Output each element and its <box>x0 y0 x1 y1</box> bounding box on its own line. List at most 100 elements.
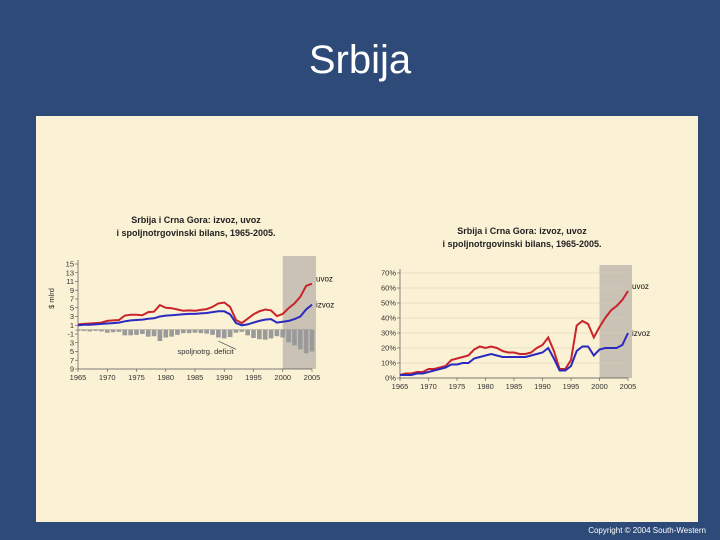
left-y-tick-label: 9 <box>70 365 74 374</box>
right-series-line-izvoz <box>400 332 629 376</box>
left-deficit-bar <box>210 329 215 335</box>
left-deficit-bar <box>104 329 110 333</box>
right-y-tick-label: 40% <box>381 314 396 323</box>
left-deficit-bar <box>175 329 180 335</box>
left-series-line-izvoz <box>77 303 313 327</box>
right-y-tick-label: 20% <box>381 344 396 353</box>
left-y-tick-label: 5 <box>70 303 74 312</box>
left-y-tick-label: 9 <box>70 286 74 295</box>
left-y-axis-label: $ mlrd <box>47 288 56 309</box>
left-deficit-bar <box>122 329 128 336</box>
left-annotation-leader <box>218 340 237 350</box>
left-series-line-uvoz <box>77 282 313 326</box>
right-x-tick-label: 2000 <box>591 382 608 391</box>
right-x-tick-label: 1965 <box>392 382 409 391</box>
right-y-tick-label: 70% <box>381 269 396 278</box>
left-deficit-bar <box>303 329 309 354</box>
right-x-tick-label: 1985 <box>506 382 523 391</box>
right-y-tick-label: 50% <box>381 299 396 308</box>
left-deficit-bar <box>297 329 303 350</box>
left-deficit-bar <box>163 329 169 338</box>
left-deficit-bar <box>116 329 122 332</box>
left-y-tick-label: 13 <box>66 268 74 277</box>
left-deficit-bar <box>262 329 268 340</box>
right-y-tick-label: 30% <box>381 329 396 338</box>
left-y-tick-label: -1 <box>67 330 74 339</box>
right-x-tick-label: 1975 <box>449 382 466 391</box>
left-deficit-bar <box>87 329 93 332</box>
right-y-tick-label: 60% <box>381 284 396 293</box>
left-deficit-bar <box>292 329 297 346</box>
left-deficit-bar <box>192 329 198 333</box>
slide-title: Srbija <box>308 38 412 82</box>
left-deficit-bar <box>151 329 157 337</box>
left-chart-trade-values: Srbija i Crna Gora: izvoz, uvoz i spoljno… <box>47 215 334 382</box>
left-deficit-bar <box>180 329 186 334</box>
left-x-tick-label: 1985 <box>187 373 204 382</box>
left-deficit-bar <box>233 329 239 333</box>
left-deficit-bar <box>140 329 145 334</box>
left-deficit-bar <box>286 329 291 343</box>
left-x-tick-label: 2000 <box>274 373 291 382</box>
chart-panel: Srbija i Crna Gora: izvoz, uvoz i spoljno… <box>36 116 698 522</box>
left-deficit-bar <box>274 329 280 337</box>
left-chart-title-line: i spoljnotrgovinski bilans, 1965-2005. <box>116 228 275 238</box>
right-series-label-uvoz: uvoz <box>632 282 649 291</box>
left-deficit-bar <box>257 329 262 340</box>
right-x-tick-label: 1980 <box>477 382 494 391</box>
left-y-tick-label: 1 <box>70 321 74 330</box>
left-deficit-bar <box>198 329 204 334</box>
left-deficit-bar <box>134 329 139 335</box>
left-y-tick-label: 3 <box>70 338 74 347</box>
left-deficit-bar <box>239 329 245 332</box>
left-deficit-bar <box>157 329 163 341</box>
right-chart-title-line: Srbija i Crna Gora: izvoz, uvoz <box>457 226 587 236</box>
right-x-tick-label: 1970 <box>420 382 437 391</box>
left-chart-title-line: Srbija i Crna Gora: izvoz, uvoz <box>131 215 261 225</box>
left-y-tick-label: 5 <box>70 347 74 356</box>
left-y-tick-label: 7 <box>70 356 74 365</box>
left-deficit-bar <box>75 329 81 331</box>
right-y-tick-label: 0% <box>385 374 396 383</box>
right-series-line-uvoz <box>399 290 629 376</box>
left-deficit-bar <box>204 329 210 334</box>
right-shaded-band <box>599 265 632 378</box>
right-y-tick-label: 10% <box>381 359 396 368</box>
left-annotation-label: spoljnotrg. deficit <box>177 347 234 356</box>
left-deficit-bar <box>309 329 315 352</box>
left-deficit-bar <box>186 329 192 334</box>
left-x-tick-label: 1995 <box>245 373 262 382</box>
right-series-label-izvoz: izvoz <box>632 329 650 338</box>
left-deficit-bar <box>221 329 227 339</box>
left-x-tick-label: 1965 <box>70 373 87 382</box>
left-deficit-bar <box>93 329 98 331</box>
right-x-tick-label: 1995 <box>563 382 580 391</box>
right-x-tick-label: 2005 <box>620 382 637 391</box>
left-deficit-bar <box>110 329 116 333</box>
left-y-tick-label: 11 <box>66 277 74 286</box>
left-y-tick-label: 3 <box>70 312 74 321</box>
left-deficit-bar <box>251 329 256 338</box>
left-deficit-bar <box>99 329 104 332</box>
left-series-label-izvoz: izvoz <box>316 301 334 310</box>
left-x-tick-label: 2005 <box>304 373 321 382</box>
left-x-tick-label: 1990 <box>216 373 233 382</box>
left-deficit-bar <box>169 329 174 337</box>
left-y-tick-label: 7 <box>70 295 74 304</box>
chart-area: Srbija i Crna Gora: izvoz, uvoz i spoljno… <box>47 215 650 391</box>
left-deficit-bar <box>268 329 274 339</box>
left-deficit-bar <box>245 329 250 336</box>
left-deficit-bar <box>216 329 221 338</box>
left-deficit-bar <box>81 329 87 331</box>
left-y-tick-label: 15 <box>66 260 74 269</box>
right-x-tick-label: 1990 <box>534 382 551 391</box>
left-deficit-bar <box>128 329 133 336</box>
left-deficit-bar <box>145 329 151 337</box>
copyright-notice: Copyright © 2004 South-Western <box>588 526 706 535</box>
left-series-label-uvoz: uvoz <box>316 275 333 284</box>
left-deficit-bar <box>280 329 286 338</box>
right-chart-title-line: i spoljnotrgovinski bilans, 1965-2005. <box>442 239 601 249</box>
left-x-tick-label: 1980 <box>157 373 174 382</box>
left-x-tick-label: 1970 <box>99 373 116 382</box>
left-shaded-band <box>282 256 316 369</box>
